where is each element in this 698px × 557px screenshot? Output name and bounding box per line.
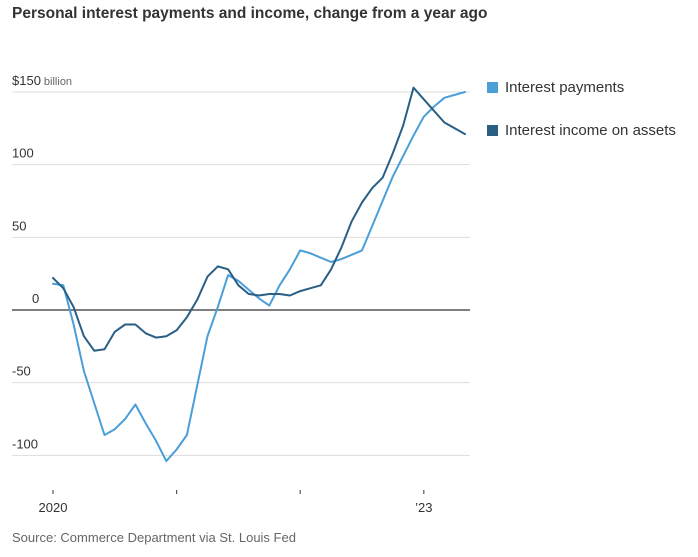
source-note: Source: Commerce Department via St. Loui… xyxy=(12,530,296,545)
legend-item-interest-payments: Interest payments xyxy=(487,76,676,98)
chart-title: Personal interest payments and income, c… xyxy=(12,5,488,22)
y-axis-tick-labels: $150 billion 100 50 0 -50 -100 xyxy=(12,73,72,451)
x-axis: 2020 ’23 xyxy=(39,490,432,515)
y-tick-label: -50 xyxy=(12,364,31,379)
legend-label-interest-income: Interest income on assets xyxy=(505,121,676,139)
legend-swatch-interest-payments xyxy=(487,81,498,93)
y-unit-label: billion xyxy=(44,76,72,88)
y-tick-label: -100 xyxy=(12,436,38,451)
legend-swatch-interest-income xyxy=(487,124,498,136)
x-tick-label: 2020 xyxy=(39,500,68,515)
y-tick-label: 0 xyxy=(32,291,39,306)
legend-label-interest-payments: Interest payments xyxy=(505,78,625,96)
y-tick-label: 50 xyxy=(12,218,26,233)
series-line-interest-payments xyxy=(52,91,466,463)
series-line-interest-income xyxy=(52,86,466,352)
y-tick-label: 100 xyxy=(12,146,34,161)
legend-item-interest-income: Interest income on assets xyxy=(487,119,676,141)
grid-layer xyxy=(12,91,470,456)
x-tick-label: ’23 xyxy=(415,500,432,515)
series-lines xyxy=(52,86,466,463)
legend: Interest payments Interest income on ass… xyxy=(487,76,676,162)
y-tick-label: $150 billion xyxy=(12,73,72,88)
